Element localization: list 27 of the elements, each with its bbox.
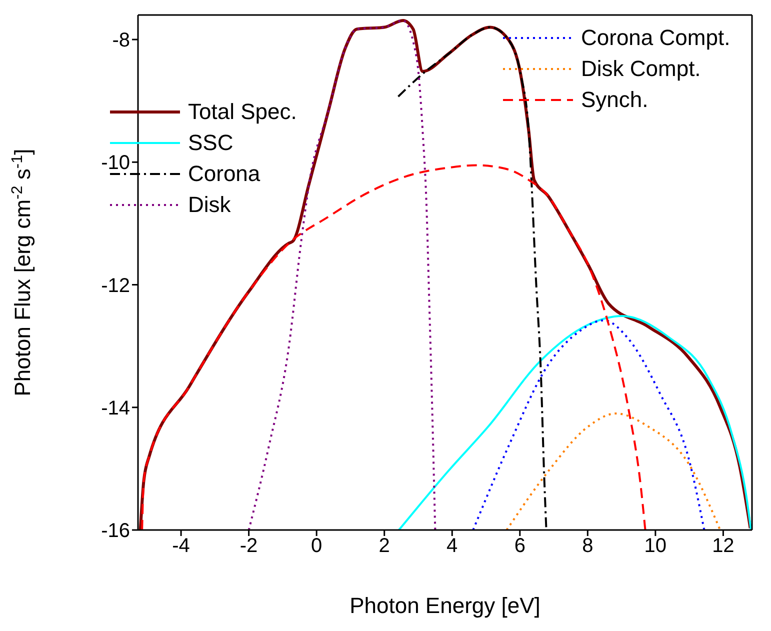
x-tick-label: 0	[311, 535, 322, 558]
x-tick-label: 12	[712, 535, 734, 558]
legend-label: Corona Compt.	[581, 24, 730, 50]
y-tick-label: -8	[112, 30, 130, 52]
legend-label: SSC	[188, 130, 234, 156]
x-tick-label: -2	[240, 535, 258, 558]
line-series	[397, 26, 548, 530]
x-tick-label: 10	[644, 535, 667, 558]
x-tick-label: 6	[514, 535, 526, 558]
legend-label: Disk Compt.	[581, 56, 701, 82]
x-tick-label: -4	[172, 535, 190, 558]
y-tick-label: -16	[101, 520, 130, 542]
legend-label: Total Spec.	[188, 98, 297, 124]
line-series	[506, 412, 722, 530]
x-axis-title: Photon Energy [eV]	[350, 593, 540, 618]
legend-label: Corona	[188, 160, 260, 186]
x-tick-label: 2	[378, 535, 390, 558]
legend-label: Disk	[188, 192, 231, 218]
x-tick-label: 8	[582, 535, 594, 558]
line-series	[141, 164, 646, 530]
y-tick-label: -10	[101, 152, 130, 174]
line-series	[398, 315, 752, 530]
line-series	[472, 319, 706, 530]
y-tick-label: -14	[101, 397, 130, 420]
x-tick-label: 4	[446, 535, 458, 558]
y-tick-label: -12	[101, 274, 130, 297]
legend-label: Synch.	[581, 86, 648, 112]
